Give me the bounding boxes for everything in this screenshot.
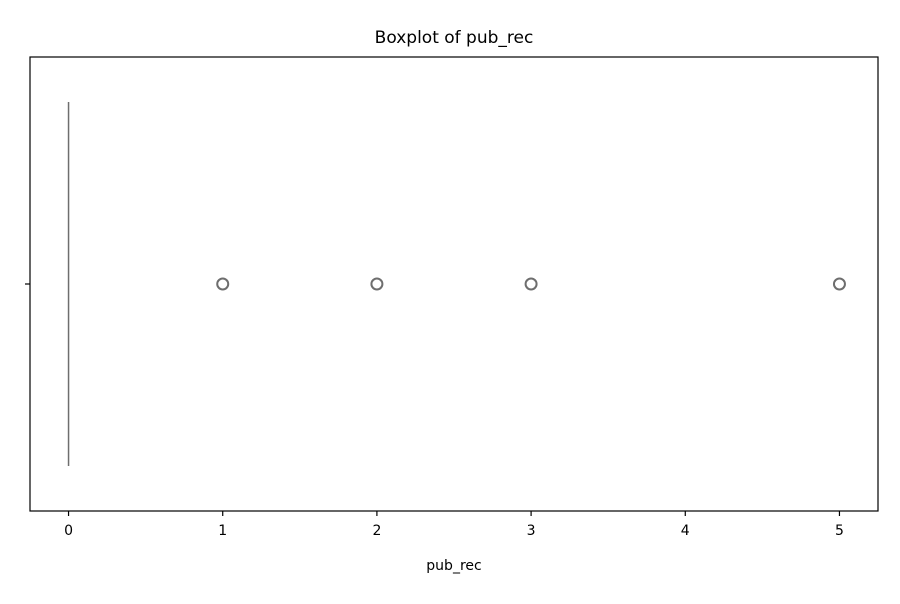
x-tick-label: 1: [218, 523, 227, 539]
plot-frame: [29, 56, 879, 512]
x-tick-label: 3: [527, 523, 536, 539]
outlier-layer: [216, 277, 846, 291]
x-axis-label: pub_rec: [426, 558, 481, 574]
outlier-point: [216, 277, 230, 291]
chart-title: Boxplot of pub_rec: [375, 28, 534, 48]
x-tick-label: 2: [372, 523, 381, 539]
x-tick-label: 5: [835, 523, 844, 539]
x-axis: 0 1 2 3 4 5: [64, 511, 844, 539]
outlier-point: [370, 277, 384, 291]
x-tick-label: 4: [681, 523, 690, 539]
x-tick-label: 0: [64, 523, 73, 539]
outlier-point: [524, 277, 538, 291]
outlier-point: [832, 277, 846, 291]
